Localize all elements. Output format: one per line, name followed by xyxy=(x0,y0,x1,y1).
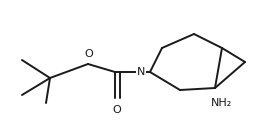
Text: N: N xyxy=(137,67,145,77)
Text: NH₂: NH₂ xyxy=(210,98,232,108)
Text: O: O xyxy=(85,49,93,59)
Text: O: O xyxy=(113,105,121,115)
